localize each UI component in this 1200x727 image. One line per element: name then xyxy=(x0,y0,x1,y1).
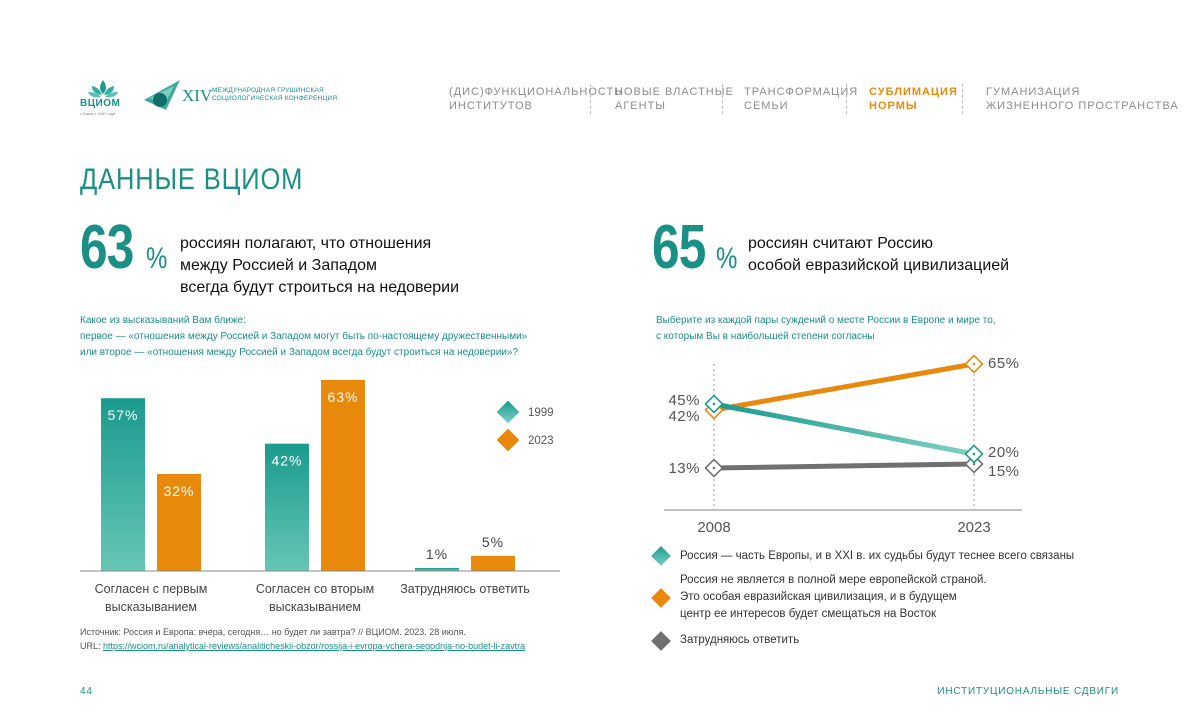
page-number: 44 xyxy=(80,686,93,697)
bar-value-label: 32% xyxy=(163,483,194,499)
point-dot xyxy=(972,452,976,456)
bar-2023-1 xyxy=(321,380,365,571)
conference-logo-icon xyxy=(144,80,180,110)
bar-2023-2 xyxy=(471,555,515,571)
point-value-label: 45% xyxy=(668,392,700,409)
nav-item-humanization[interactable]: Гуманизация жизненного пространства xyxy=(986,86,1179,112)
bar-category-label: Согласен с первым xyxy=(95,582,208,596)
legend-diamond-icon xyxy=(651,631,671,651)
bar-category-label: Затрудняюсь ответить xyxy=(400,582,530,596)
left-big-number: 63 xyxy=(80,213,134,282)
bar-chart: 57% 32% Согласен с первым высказыванием 42% 6… xyxy=(80,380,560,614)
bar-value-label: 57% xyxy=(107,407,138,423)
source-link[interactable]: https://wciom.ru/analytical-reviews/anal… xyxy=(103,641,526,651)
conference-title: Международная Грушинская социологическая… xyxy=(212,87,338,102)
nav-separator xyxy=(590,84,591,114)
left-percent-sign: % xyxy=(146,242,168,275)
point-dot xyxy=(972,362,976,366)
wciom-logo-icon xyxy=(88,80,118,98)
bar-value-label: 5% xyxy=(482,534,504,550)
right-percent-sign: % xyxy=(716,242,738,275)
point-dot xyxy=(712,466,716,470)
conference-numeral: XIV xyxy=(182,86,213,105)
point-value-label: 65% xyxy=(988,355,1020,372)
nav-item-new-agents[interactable]: Новые властные агенты xyxy=(615,86,734,112)
legend-item-europe: Россия — часть Европы, и в XXI в. их суд… xyxy=(680,550,1075,562)
nav-item-dysfunctionality[interactable]: (Дис)функциональность институтов xyxy=(449,86,623,112)
source-note: Источник: Россия и Европа: вчера, сегодн… xyxy=(80,627,526,651)
right-big-number: 65 xyxy=(652,213,706,282)
legend-diamond-icon xyxy=(496,400,520,424)
bar-1999-0 xyxy=(101,398,145,571)
bar-category-label: Согласен со вторым xyxy=(256,582,374,596)
legend-diamond-icon xyxy=(496,428,520,452)
right-question: Выберите из каждой пары суждений о месте… xyxy=(656,315,996,342)
series-line-0 xyxy=(713,401,975,457)
bar-value-label: 1% xyxy=(426,546,448,562)
point-value-label: 42% xyxy=(668,408,700,425)
nav-separator xyxy=(722,84,723,114)
bar-legend-label: 2023 xyxy=(528,435,554,447)
nav-separator xyxy=(962,84,963,114)
legend-item-eurasian: Россия не является в полной мере европей… xyxy=(680,574,987,620)
bar-1999-2 xyxy=(415,567,459,571)
left-question: Какое из высказываний Вам ближе: первое … xyxy=(80,315,528,358)
legend-diamond-icon xyxy=(651,588,671,608)
legend-item-undecided: Затрудняюсь ответить xyxy=(680,634,800,646)
series-line-1 xyxy=(713,361,975,413)
bar-legend-label: 1999 xyxy=(528,407,554,419)
point-dot xyxy=(712,402,716,406)
point-value-label: 15% xyxy=(988,463,1020,480)
nav-item-sublimation[interactable]: Сублимация нормы xyxy=(869,86,958,112)
line-chart: 2008 2023 45% 20% 42% 65% 13% 15% xyxy=(664,354,1022,536)
right-statement: россиян считают Россию особой евразийско… xyxy=(748,235,1010,274)
bar-value-label: 63% xyxy=(327,389,358,405)
nav-separator xyxy=(846,84,847,114)
point-value-label: 13% xyxy=(668,460,700,477)
left-statement: россиян полагают, что отношения между Ро… xyxy=(180,235,460,296)
bar-category-label: высказыванием xyxy=(269,600,361,614)
bar-1999-1 xyxy=(265,443,309,571)
bar-2023-0 xyxy=(157,473,201,571)
point-dot xyxy=(972,462,976,466)
point-value-label: 20% xyxy=(988,444,1020,461)
nav-item-family[interactable]: Трансформация семьи xyxy=(744,86,859,112)
series-line-2 xyxy=(713,461,975,471)
legend-diamond-icon xyxy=(651,546,671,566)
x-tick-label: 2023 xyxy=(957,519,990,536)
wciom-logo-text: ВЦИОМ xyxy=(80,98,121,109)
x-tick-label: 2008 xyxy=(697,519,730,536)
page-title: ДАННЫЕ ВЦИОМ xyxy=(80,163,304,196)
footer-section: ИНСТИТУЦИОНАЛЬНЫЕ СДВИГИ xyxy=(937,686,1119,697)
bar-category-label: высказыванием xyxy=(105,600,197,614)
wciom-logo-subtitle: с Вами с 1987 года xyxy=(80,111,116,116)
bar-value-label: 42% xyxy=(271,453,302,469)
